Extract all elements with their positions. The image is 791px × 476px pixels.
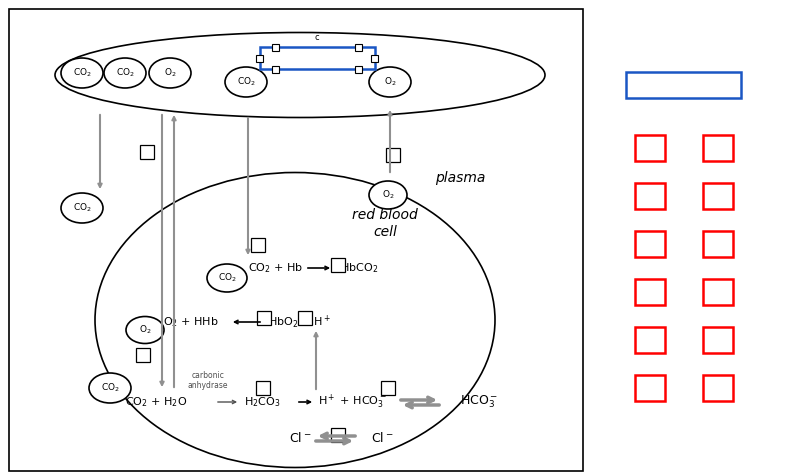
Bar — [703, 279, 733, 305]
Text: CO$_2$: CO$_2$ — [73, 67, 92, 79]
Text: 10: 10 — [708, 285, 728, 299]
Bar — [257, 311, 271, 325]
Bar — [259, 47, 374, 69]
Bar — [331, 428, 345, 442]
Bar — [703, 327, 733, 353]
Bar — [635, 183, 665, 209]
Text: 8: 8 — [713, 189, 723, 203]
Bar — [371, 54, 378, 61]
Text: HbO$_2$ + H$^+$: HbO$_2$ + H$^+$ — [268, 314, 331, 330]
Text: O$_2$ + HHb: O$_2$ + HHb — [163, 315, 218, 329]
Bar — [140, 145, 154, 159]
Text: CO$_2$: CO$_2$ — [237, 76, 255, 88]
Text: HCO$_3^-$: HCO$_3^-$ — [460, 394, 498, 410]
Bar — [251, 238, 265, 252]
Text: Cl$^-$: Cl$^-$ — [371, 431, 393, 445]
Bar — [355, 43, 362, 50]
Bar — [355, 66, 362, 72]
Text: 3: 3 — [645, 237, 655, 251]
Text: CO$_2$: CO$_2$ — [100, 382, 119, 394]
Bar — [136, 348, 150, 362]
Ellipse shape — [55, 32, 545, 118]
Text: HbCO$_2$: HbCO$_2$ — [340, 261, 378, 275]
Bar — [9, 9, 583, 471]
Text: 6: 6 — [645, 381, 655, 395]
Bar — [298, 311, 312, 325]
Bar — [381, 381, 395, 395]
Text: plasma: plasma — [435, 171, 485, 185]
Bar — [635, 231, 665, 257]
Ellipse shape — [149, 58, 191, 88]
Bar — [703, 183, 733, 209]
Text: CO$_2$ + H$_2$O: CO$_2$ + H$_2$O — [125, 395, 187, 409]
Text: carbonic: carbonic — [191, 371, 225, 380]
Text: CO$_2$: CO$_2$ — [73, 202, 92, 214]
Bar — [386, 148, 400, 162]
Text: 9: 9 — [713, 237, 723, 251]
Bar — [331, 258, 345, 272]
Text: O$_2$: O$_2$ — [138, 324, 151, 336]
Text: CO$_2$: CO$_2$ — [218, 272, 237, 284]
Text: ALVEOLUS: ALVEOLUS — [643, 78, 723, 92]
Text: 1: 1 — [645, 141, 655, 155]
Text: O$_2$: O$_2$ — [382, 189, 394, 201]
Text: 12: 12 — [708, 381, 728, 395]
Bar — [256, 54, 263, 61]
Bar — [635, 375, 665, 401]
Bar — [272, 66, 279, 72]
Text: TISSUE CELL: TISSUE CELL — [276, 51, 358, 65]
Bar — [635, 279, 665, 305]
Bar — [703, 231, 733, 257]
Bar — [703, 135, 733, 161]
Ellipse shape — [61, 193, 103, 223]
Text: 11: 11 — [708, 333, 728, 347]
Text: 4: 4 — [645, 285, 655, 299]
Ellipse shape — [369, 67, 411, 97]
Text: H$^+$ + HCO$_3^-$: H$^+$ + HCO$_3^-$ — [318, 393, 387, 411]
Text: red blood: red blood — [352, 208, 418, 222]
Text: c: c — [315, 33, 320, 42]
Text: Cl$^-$: Cl$^-$ — [289, 431, 311, 445]
Ellipse shape — [207, 264, 247, 292]
Text: CO$_2$ + Hb: CO$_2$ + Hb — [248, 261, 303, 275]
Ellipse shape — [126, 317, 164, 344]
Text: CO$_2$: CO$_2$ — [115, 67, 134, 79]
Text: anhydrase: anhydrase — [187, 380, 229, 389]
Bar — [635, 135, 665, 161]
Ellipse shape — [225, 67, 267, 97]
Ellipse shape — [104, 58, 146, 88]
Ellipse shape — [61, 58, 103, 88]
Ellipse shape — [95, 172, 495, 467]
Text: 2: 2 — [645, 189, 655, 203]
Bar — [626, 72, 740, 98]
Bar — [703, 375, 733, 401]
Text: cell: cell — [373, 225, 397, 239]
Bar — [272, 43, 279, 50]
Ellipse shape — [89, 373, 131, 403]
Bar — [256, 381, 270, 395]
Text: O$_2$: O$_2$ — [164, 67, 176, 79]
Text: 5: 5 — [645, 333, 655, 347]
Text: O$_2$: O$_2$ — [384, 76, 396, 88]
Ellipse shape — [369, 181, 407, 209]
Text: 7: 7 — [713, 141, 723, 155]
Bar — [635, 327, 665, 353]
Text: H$_2$CO$_3$: H$_2$CO$_3$ — [244, 395, 281, 409]
